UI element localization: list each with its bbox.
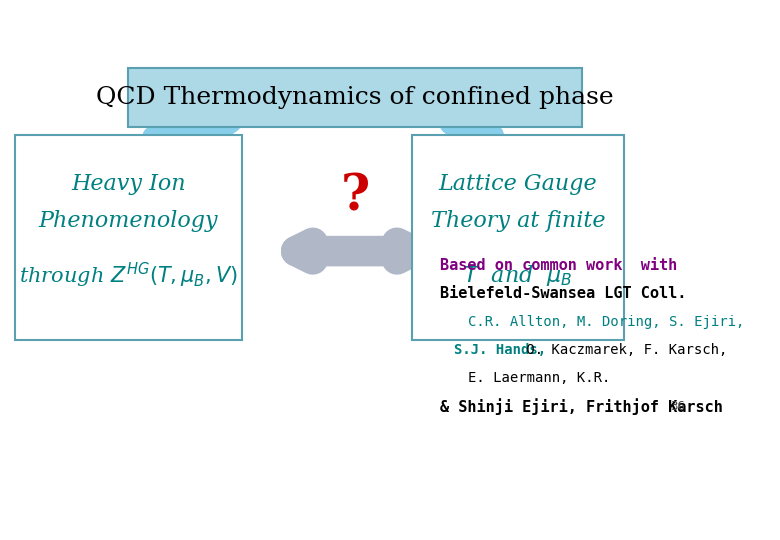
Text: Phenomenology: Phenomenology (38, 211, 218, 232)
Text: through $Z^{HG}(T,\mu_B,V)$: through $Z^{HG}(T,\mu_B,V)$ (19, 261, 238, 290)
Text: $T$  and  $\mu_B$: $T$ and $\mu_B$ (463, 263, 573, 288)
Text: ?: ? (340, 173, 370, 221)
Text: Lattice Gauge: Lattice Gauge (438, 173, 597, 194)
Text: QCD Thermodynamics of confined phase: QCD Thermodynamics of confined phase (96, 86, 614, 109)
Text: 36: 36 (670, 400, 685, 413)
FancyBboxPatch shape (128, 68, 582, 127)
FancyBboxPatch shape (15, 135, 242, 340)
Text: Heavy Ion: Heavy Ion (71, 173, 186, 194)
Text: Bielefeld-Swansea LGT Coll.: Bielefeld-Swansea LGT Coll. (440, 286, 686, 301)
FancyBboxPatch shape (412, 135, 624, 340)
Text: & Shinji Ejiri, Frithjof Karsch: & Shinji Ejiri, Frithjof Karsch (440, 397, 723, 415)
Text: E. Laermann, K.R.: E. Laermann, K.R. (468, 371, 611, 385)
Text: Theory at finite: Theory at finite (431, 211, 605, 232)
Text: C.R. Allton, M. Doring, S. Ejiri,: C.R. Allton, M. Doring, S. Ejiri, (468, 315, 745, 329)
Text: O. Kaczmarek, F. Karsch,: O. Kaczmarek, F. Karsch, (518, 343, 727, 357)
Text: S.J. Hands,: S.J. Hands, (454, 343, 546, 357)
Text: Based on common work  with: Based on common work with (440, 258, 677, 273)
